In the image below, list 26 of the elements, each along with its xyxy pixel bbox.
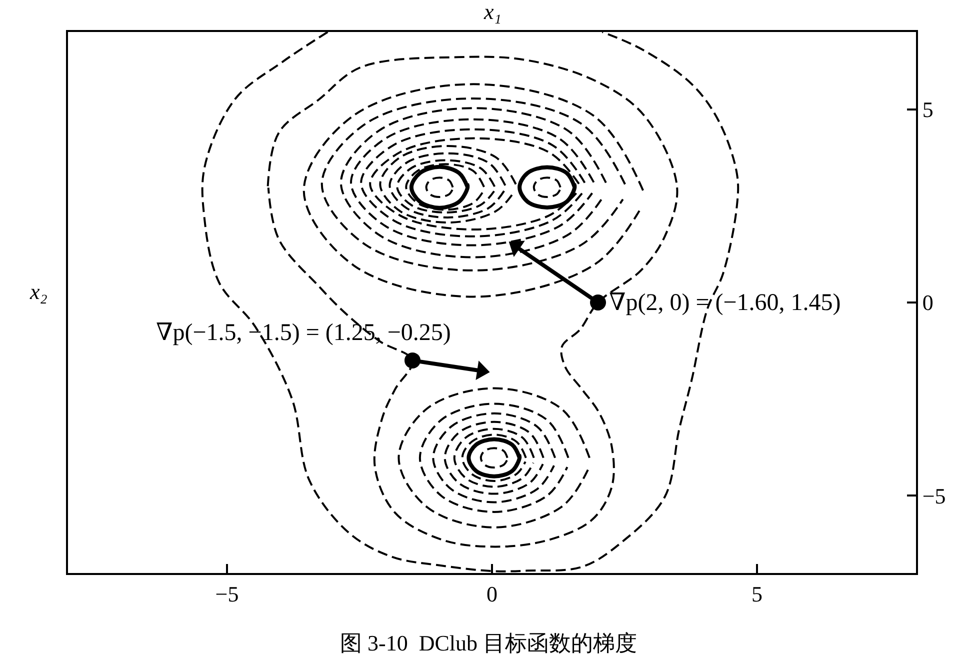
line-series bbox=[461, 434, 527, 482]
text: 图 3-10 DClub 目标函数的梯度 bbox=[340, 630, 637, 656]
x-tick-label: −5 bbox=[215, 581, 239, 606]
y-tick-label: 0 bbox=[922, 290, 934, 316]
line-series bbox=[432, 412, 556, 504]
y-tick-label: 5 bbox=[922, 96, 934, 122]
annotation: ∇p(2, 0) = (−1.60, 1.45) bbox=[609, 290, 841, 316]
line-series bbox=[444, 420, 544, 495]
annotation: ∇p(−1.5, −1.5) = (1.25, −0.25) bbox=[156, 320, 451, 346]
line-series bbox=[425, 176, 454, 198]
x-axis-title: x₁ bbox=[483, 0, 502, 24]
x-tick-label: 5 bbox=[752, 581, 762, 606]
line-series bbox=[532, 176, 562, 198]
line-series bbox=[453, 428, 535, 488]
x-tick-label: 0 bbox=[486, 581, 498, 606]
line-series bbox=[480, 447, 508, 469]
line-series bbox=[396, 159, 496, 214]
line-series bbox=[388, 152, 506, 218]
line-series bbox=[418, 402, 570, 513]
line-series bbox=[405, 163, 486, 211]
line-series bbox=[360, 128, 586, 238]
y-axis-title: x₂ bbox=[29, 279, 48, 304]
line-series bbox=[466, 437, 522, 478]
y-tick-label: −5 bbox=[922, 483, 946, 508]
line-series bbox=[369, 137, 580, 230]
line-series bbox=[398, 387, 591, 528]
